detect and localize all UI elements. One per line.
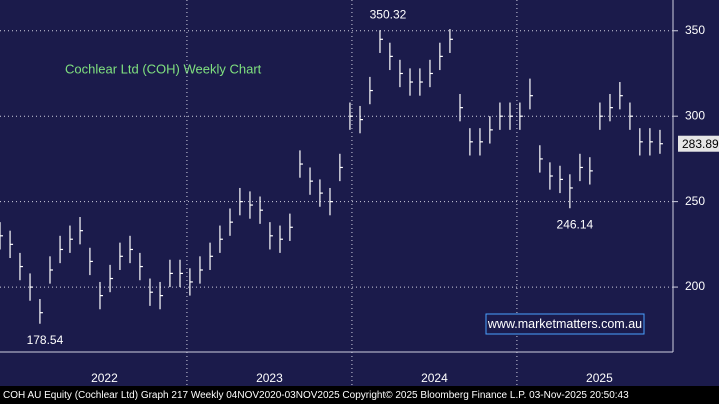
annotation: 178.54 xyxy=(27,333,64,347)
annotation: 246.14 xyxy=(557,217,594,231)
watermark-box xyxy=(485,313,645,335)
y-tick-label: 200 xyxy=(685,279,705,293)
y-tick-label: 300 xyxy=(685,108,705,122)
last-price-label: 283.89 xyxy=(682,137,719,151)
watermark: www.marketmatters.com.au xyxy=(487,317,642,331)
last-price-box xyxy=(678,135,719,152)
annotation: 350.32 xyxy=(370,7,407,21)
x-tick-label: 2025 xyxy=(586,371,613,385)
footer-bar xyxy=(0,386,719,404)
y-tick-label: 350 xyxy=(685,23,705,37)
x-tick-label: 2023 xyxy=(256,371,283,385)
y-tick-label: 250 xyxy=(685,194,705,208)
chart-title: Cochlear Ltd (COH) Weekly Chart xyxy=(65,61,262,76)
x-tick-label: 2024 xyxy=(421,371,448,385)
footer: COH AU Equity (Cochlear Ltd) Graph 217 W… xyxy=(3,390,629,401)
x-tick-label: 2022 xyxy=(91,371,118,385)
